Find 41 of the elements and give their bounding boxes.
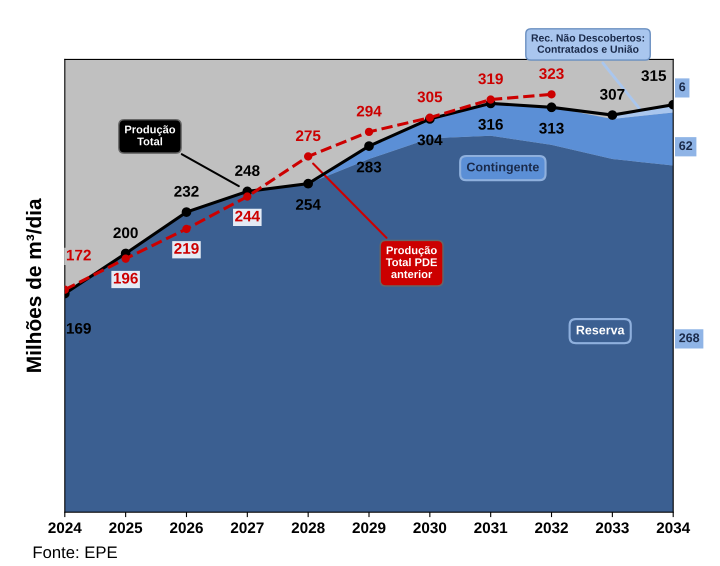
text: Rec. Não Descobertos: Contratados e União (532, 34, 644, 53)
total-label: 254 (296, 199, 321, 210)
text: 62 (679, 141, 692, 150)
data-label: 219 (174, 243, 199, 254)
total-label: 248 (235, 165, 260, 176)
x-tick-label: 2031 (474, 522, 508, 534)
total-label: 232 (174, 186, 199, 197)
data-label: 244 (235, 210, 260, 222)
series-label: Reserva (576, 326, 625, 334)
y-axis-title: Milhões de m³/dia (26, 198, 42, 372)
total-label: 315 (641, 70, 666, 82)
total-label: 307 (600, 88, 624, 100)
x-tick-label: 2032 (535, 522, 568, 534)
text: 6 (679, 82, 686, 92)
total-label: 313 (539, 122, 564, 134)
data-label: 323 (539, 68, 564, 80)
total-label: 200 (113, 227, 138, 238)
series-label: Contingente (466, 162, 539, 174)
x-tick-label: 2033 (596, 522, 629, 534)
data-label: 319 (478, 73, 503, 84)
text: 268 (679, 333, 700, 342)
total-label: 304 (417, 134, 443, 146)
total-label: 283 (356, 162, 382, 172)
x-tick-label: 2030 (413, 522, 446, 534)
x-tick-label: 2028 (292, 522, 325, 534)
total-label: 169 (66, 322, 91, 334)
x-tick-label: 2025 (109, 522, 142, 534)
data-label: 172 (66, 250, 91, 260)
data-label: 275 (296, 130, 320, 142)
data-label: 294 (356, 106, 382, 117)
total-label: 316 (478, 118, 503, 130)
data-label: 196 (114, 272, 138, 284)
x-tick-label: 2024 (48, 522, 82, 534)
text: Produção Total PDE anterior (386, 246, 437, 278)
annotation: Produção Total (125, 125, 176, 146)
source-note: Fonte: EPE (34, 546, 117, 558)
data-label: 305 (417, 91, 442, 102)
x-tick-label: 2029 (352, 522, 386, 534)
x-tick-label: 2027 (230, 522, 264, 534)
x-tick-label: 2026 (170, 522, 203, 534)
x-tick-label: 2034 (656, 522, 690, 534)
